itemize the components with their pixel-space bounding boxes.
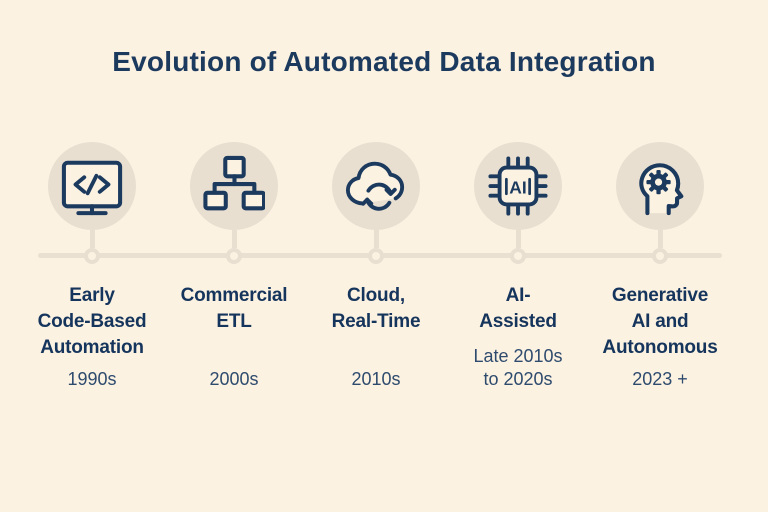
item-title: Commercial ETL [180,285,288,332]
timeline-connector [231,230,237,248]
timeline-columns: Early Code-Based Automation 1990s Commer… [21,142,731,391]
item-period: 1990s [67,369,117,389]
item-text-block: Commercial ETL 2000s [159,283,309,391]
ai-chip-icon: AI [488,156,548,216]
code-monitor-icon [61,160,123,216]
page-title: Evolution of Automated Data Integration [112,46,656,77]
item-period: 2023 + [632,369,688,389]
item-period: 2000s [209,369,259,389]
item-text-block: Generative AI and Autonomous 2023 + [585,283,735,391]
item-text-block: Cloud, Real-Time 2010s [301,283,451,391]
timeline-connector [89,230,95,248]
timeline-item-ai-assisted: AI AI- Assisted Late 2010s to 2020s [447,142,589,391]
timeline-item-early-code: Early Code-Based Automation 1990s [21,142,163,391]
timeline-item-commercial-etl: Commercial ETL 2000s [163,142,305,391]
timeline-node [84,248,100,264]
hierarchy-icon [203,155,265,211]
item-title: Cloud, Real-Time [331,285,421,332]
timeline-item-cloud: Cloud, Real-Time 2010s [305,142,447,391]
timeline-connector [515,230,521,248]
icon-circle: AI [474,142,562,230]
timeline-node [510,248,526,264]
item-title: Early Code-Based Automation [37,285,147,358]
item-period: Late 2010s to 2020s [473,346,563,389]
svg-text:AI: AI [509,177,526,197]
timeline-node [226,248,242,264]
timeline-node [652,248,668,264]
timeline-connector [657,230,663,248]
timeline-connector [373,230,379,248]
head-gear-icon [639,163,684,216]
timeline-item-generative-ai: Generative AI and Autonomous 2023 + [589,142,731,391]
item-period: 2010s [351,369,401,389]
timeline-node [368,248,384,264]
item-text-block: Early Code-Based Automation 1990s [17,283,167,391]
item-title: Generative AI and Autonomous [602,285,718,358]
icon-circle [190,142,278,230]
gear-glyph [646,170,671,195]
item-title: AI- Assisted [479,285,557,332]
icon-circle [332,142,420,230]
item-text-block: AI- Assisted Late 2010s to 2020s [443,283,593,391]
cloud-sync-icon [345,161,405,211]
icon-circle [48,142,136,230]
icon-circle [616,142,704,230]
